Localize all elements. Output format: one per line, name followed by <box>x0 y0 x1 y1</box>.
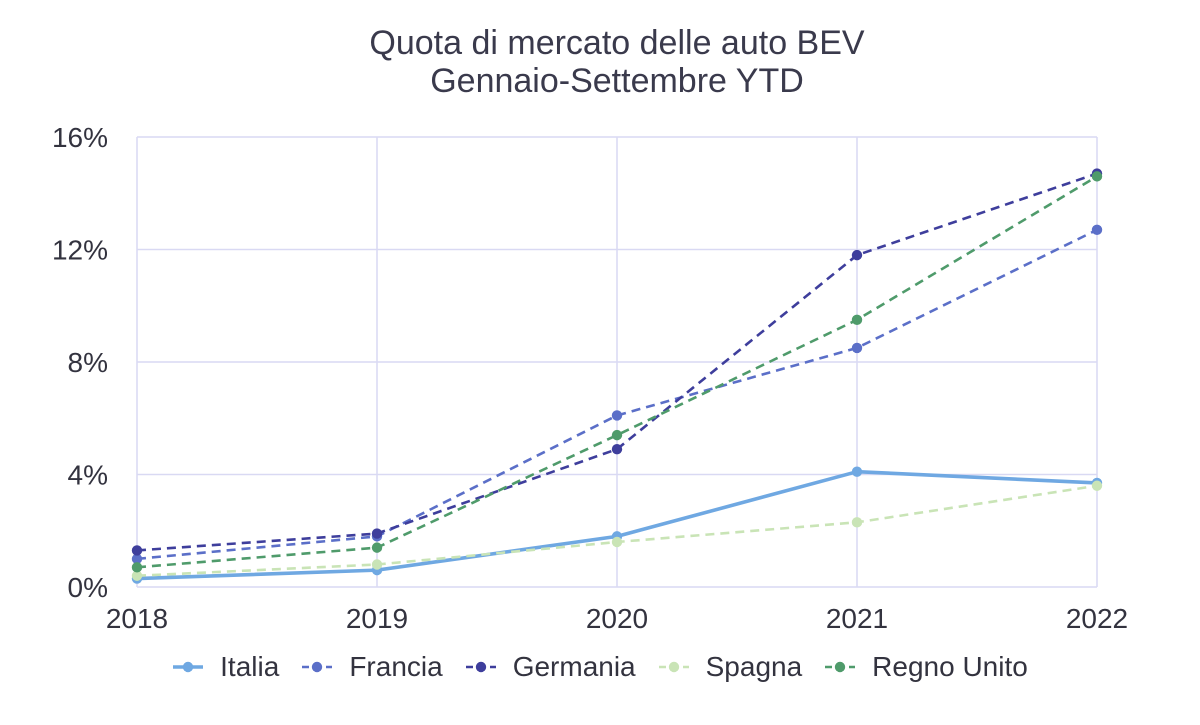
chart-title: Quota di mercato delle auto BEV <box>369 24 864 62</box>
y-tick-label: 4% <box>68 460 108 491</box>
series-line-germania <box>136 172 1098 552</box>
legend-dot <box>182 661 194 673</box>
legend-dot <box>475 661 486 673</box>
data-point-regno-unito-2021 <box>851 314 863 326</box>
data-point-spagna-2022 <box>1091 480 1103 491</box>
legend-item-italia[interactable]: Italia <box>172 647 279 687</box>
legend-label: Regno Unito <box>872 651 1028 682</box>
legend: Italia Francia Germania Spagna Regno Unito <box>0 647 1200 687</box>
legend-item-francia[interactable]: Francia <box>301 647 443 687</box>
legend-dot <box>834 661 846 673</box>
chart-subtitle: Gennaio-Settembre YTD <box>430 62 804 100</box>
series-line-francia <box>136 228 1098 561</box>
legend-dot <box>312 661 323 673</box>
x-tick-label: 2021 <box>826 603 888 634</box>
data-point-germania-2020 <box>611 443 623 455</box>
plot-series <box>131 168 1103 584</box>
data-point-spagna-2021 <box>851 517 863 528</box>
data-point-regno-unito-2019 <box>371 542 383 553</box>
data-point-francia-2021 <box>851 342 863 354</box>
y-tick-label: 0% <box>68 572 108 603</box>
grid <box>136 136 1098 588</box>
legend-label: Francia <box>349 651 443 682</box>
legend-marker-icon <box>825 661 856 673</box>
series-spagna <box>131 480 1103 581</box>
data-point-regno-unito-2020 <box>611 429 623 441</box>
data-point-spagna-2019 <box>371 559 383 570</box>
legend-label: Italia <box>220 651 280 682</box>
data-point-germania-2018 <box>131 545 143 556</box>
x-axis: 2018 2019 2020 2021 2022 <box>106 603 1128 634</box>
legend-label: Spagna <box>705 651 803 682</box>
data-point-spagna-2018 <box>131 570 143 581</box>
legend-marker-icon <box>465 661 496 673</box>
data-point-germania-2021 <box>851 249 863 261</box>
x-tick-label: 2022 <box>1066 603 1128 634</box>
data-point-germania-2019 <box>371 528 383 539</box>
y-tick-label: 8% <box>68 347 108 378</box>
series-regno-unito <box>131 171 1103 573</box>
data-point-francia-2022 <box>1091 224 1103 236</box>
legend-item-germania[interactable]: Germania <box>465 647 636 687</box>
data-point-regno-unito-2022 <box>1091 171 1103 182</box>
x-tick-label: 2019 <box>346 603 408 634</box>
data-point-regno-unito-2018 <box>131 562 143 573</box>
data-point-francia-2020 <box>611 410 623 421</box>
legend-marker-icon <box>173 661 204 673</box>
legend-marker-icon <box>302 661 333 673</box>
legend-dot <box>668 661 679 673</box>
data-point-italia-2021 <box>851 466 863 477</box>
legend-item-regno-unito[interactable]: Regno Unito <box>824 647 1028 687</box>
data-point-spagna-2020 <box>611 536 623 548</box>
x-tick-label: 2018 <box>106 603 168 634</box>
y-axis: 0% 4% 8% 12% 16% <box>52 122 108 603</box>
legend-label: Germania <box>512 651 636 682</box>
y-tick-label: 16% <box>52 122 108 153</box>
data-point-francia-2018 <box>131 553 143 565</box>
legend-item-spagna[interactable]: Spagna <box>658 647 803 687</box>
legend-marker-icon <box>658 661 689 673</box>
x-tick-label: 2020 <box>586 603 648 634</box>
y-tick-label: 12% <box>52 235 108 266</box>
